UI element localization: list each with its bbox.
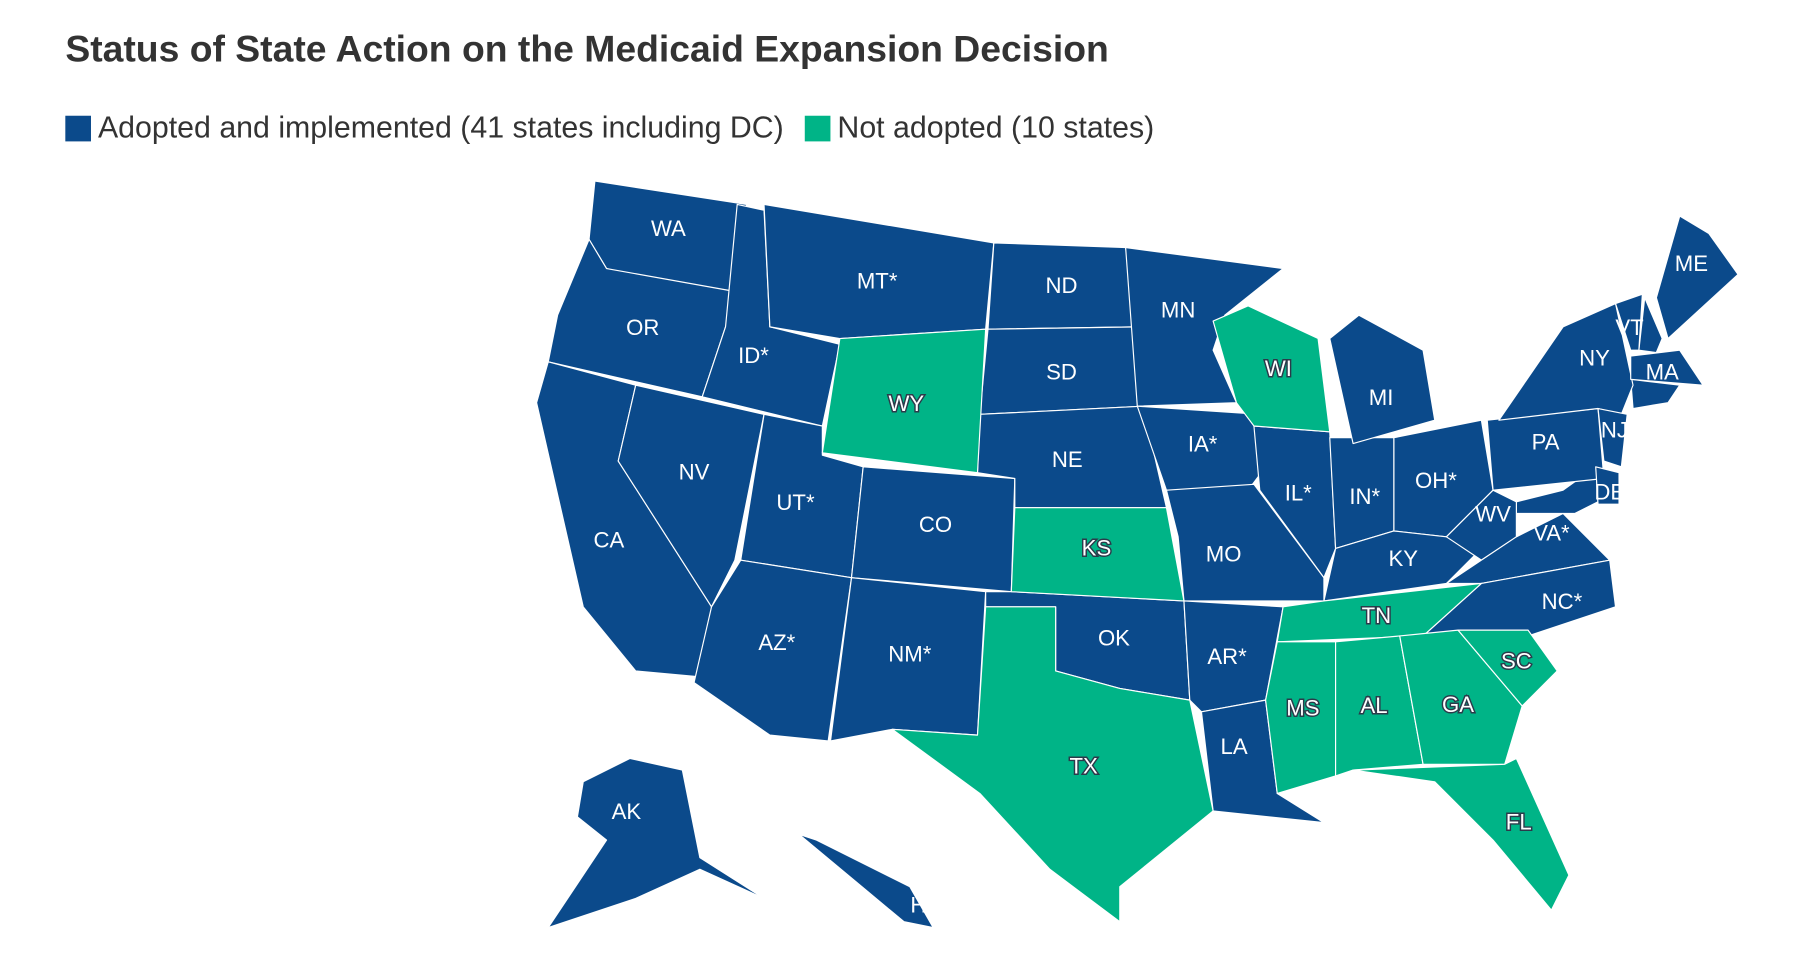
state-label: MO [1206,541,1242,566]
state-shape [821,328,987,474]
state-label: WV [1475,502,1511,527]
state-shape [1638,297,1663,354]
state-shape [1010,507,1185,602]
state-shape [1276,582,1482,643]
state-label: KS [1082,536,1112,561]
state-shape [1655,215,1739,340]
state-label: AZ* [758,630,795,655]
state-label: OR [626,315,659,340]
state-labels: WA OR CA NV ID* MT* UT* AZ* CO NM* ND SD NE OK MN IA* MO… [593,216,1707,918]
state-shape [1329,314,1436,445]
state-shape [1335,635,1424,777]
state-shape [1630,378,1681,410]
state-shape [1265,641,1337,795]
state-label: TX [1069,754,1098,779]
state-label: MI [1369,385,1394,410]
state-label: WA [651,216,686,241]
state-label: WI [1265,356,1292,381]
state-label: FL [1506,810,1532,835]
state-label: NM* [888,642,931,667]
state-label: PA [1532,429,1560,454]
state-label: KY [1388,546,1418,571]
legend-swatch [804,115,831,142]
state-shape [1630,349,1704,386]
state-label: OH* [1415,468,1457,493]
legend-label: Adopted and implemented (41 states inclu… [98,112,784,145]
state-shape [1399,629,1523,765]
state-label: IN* [1349,484,1380,509]
state-label: DE [1594,480,1625,505]
state-label: AL [1361,693,1388,718]
state-shape [1352,757,1570,911]
state-label: IA* [1188,432,1218,457]
state-label: GA [1442,692,1474,717]
state-shape [1597,407,1628,468]
states [535,180,1739,929]
state-label: NE [1052,447,1083,472]
state-label: HI [910,892,932,917]
state-label: SD [1046,359,1077,384]
state-label: MS [1286,695,1319,720]
state-label: TN [1362,603,1392,628]
state-shape [547,757,765,929]
state-shape [1457,629,1558,707]
state-shape [1212,305,1331,433]
state-label: AR* [1207,644,1247,669]
state-label: SC [1501,649,1532,674]
state-shape [617,384,765,608]
state-label: MT* [857,268,898,293]
state-label: WY [888,391,924,416]
state-label: VT [1615,315,1644,340]
state-label: IL* [1285,481,1312,506]
state-label: ID* [738,343,769,368]
state-shape [1614,293,1643,351]
state-shape [1136,405,1267,491]
state-label: VA* [1533,520,1570,545]
state-label: NY [1579,345,1610,370]
state-shape [1498,302,1634,421]
state-label: ND [1045,273,1077,298]
title: Status of State Action on the Medicaid E… [65,27,1109,69]
legend-swatch [65,115,91,142]
state-shape [798,833,934,929]
state-label: MN [1161,298,1195,323]
legend: Adopted and implemented (41 states inclu… [65,112,1154,145]
state-label: NJ [1601,418,1628,443]
state-label: MA [1646,359,1679,384]
state-label: AK [612,799,642,824]
state-shape [1595,466,1620,505]
state-label: LA [1221,734,1248,759]
state-label: UT* [776,490,815,515]
state-label: ME [1675,251,1708,276]
state-label: NV [679,460,710,485]
state-label: OK [1098,625,1130,650]
state-shape [1200,699,1325,824]
state-shape [891,606,1214,923]
state-label: NC* [1542,589,1583,614]
state-label: CO [919,512,952,537]
state-label: CA [593,527,624,552]
state-shape [1445,489,1517,561]
legend-label: Not adopted (10 states) [837,112,1154,145]
